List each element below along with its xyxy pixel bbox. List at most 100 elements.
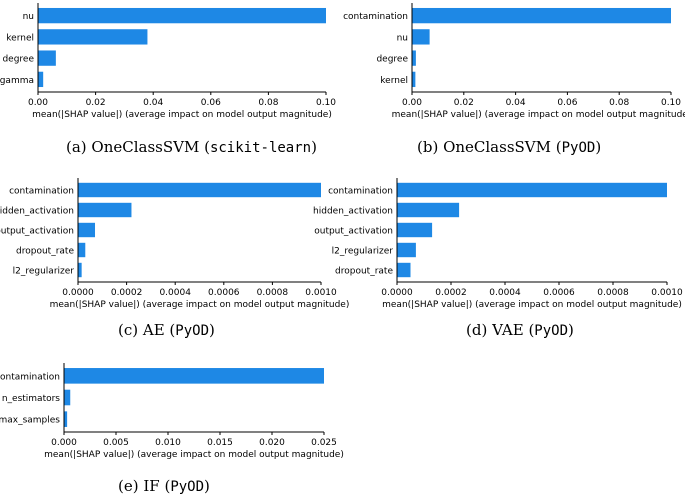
bar-kernel bbox=[38, 29, 148, 45]
x-tick-label: 0.0006 bbox=[543, 288, 575, 298]
x-tick-label: 0.06 bbox=[557, 98, 577, 108]
x-axis-label: mean(|SHAP value|) (average impact on mo… bbox=[392, 110, 685, 120]
x-tick-label: 0.0010 bbox=[305, 288, 337, 298]
x-axis-label: mean(|SHAP value|) (average impact on mo… bbox=[44, 450, 344, 460]
shap-bar-chart-e: contamination n_estimators max_samples 0.00… bbox=[0, 363, 344, 460]
bar-contamination bbox=[412, 7, 671, 24]
x-tick-label: 0.02 bbox=[454, 98, 474, 108]
x-tick-label: 0.0000 bbox=[381, 288, 413, 298]
category-label-nu: nu bbox=[397, 33, 408, 43]
x-tick-label: 0.0000 bbox=[62, 288, 94, 298]
category-label-kernel: kernel bbox=[6, 33, 34, 43]
chart-panel-b: contamination nu degree kernel 0.00 0.02 0.04 0… bbox=[340, 0, 685, 125]
bar-contamination bbox=[78, 182, 321, 198]
category-label-kernel: kernel bbox=[380, 76, 408, 86]
x-tick-label: 0.06 bbox=[201, 98, 221, 108]
x-tick-label: 0.10 bbox=[661, 98, 681, 108]
chart-panel-d: contamination hidden_activation output_act… bbox=[313, 175, 685, 310]
category-label-contamination: contamination bbox=[328, 187, 393, 197]
x-axis-label: mean(|SHAP value|) (average impact on mo… bbox=[50, 300, 350, 310]
x-axis-label: mean(|SHAP value|) (average impact on mo… bbox=[32, 110, 332, 120]
x-tick-label: 0.04 bbox=[506, 98, 526, 108]
bar-degree bbox=[38, 50, 56, 66]
caption-b: (b) OneClassSVM (PyOD) bbox=[417, 138, 601, 156]
caption-c: (c) AE (PyOD) bbox=[118, 321, 215, 339]
caption-d: (d) VAE (PyOD) bbox=[466, 321, 574, 339]
caption-c-close: ) bbox=[209, 321, 215, 339]
category-label-hidden_activation: hidden_activation bbox=[313, 207, 393, 217]
caption-e-text: (e) IF ( bbox=[118, 477, 171, 495]
bar-degree bbox=[412, 50, 416, 66]
caption-b-text: (b) OneClassSVM ( bbox=[417, 138, 562, 156]
caption-a: (a) OneClassSVM (scikit-learn) bbox=[66, 138, 317, 156]
bar-l2_regularizer bbox=[397, 242, 416, 258]
category-label-hidden_activation: hidden_activation bbox=[0, 207, 74, 217]
bar-kernel bbox=[412, 71, 416, 88]
bar-n_estimators bbox=[64, 389, 71, 406]
x-tick-label: 0.0010 bbox=[651, 288, 683, 298]
x-tick-label: 0.015 bbox=[207, 438, 233, 448]
category-label-contamination: contamination bbox=[343, 12, 408, 22]
shap-bar-chart-d: contamination hidden_activation output_act… bbox=[313, 178, 683, 310]
caption-a-close: ) bbox=[311, 138, 317, 156]
x-axis-label: mean(|SHAP value|) (average impact on mo… bbox=[382, 300, 682, 310]
x-tick-label: 0.020 bbox=[259, 438, 285, 448]
caption-b-library: PyOD bbox=[561, 140, 596, 156]
x-tick-label: 0.0002 bbox=[111, 288, 143, 298]
x-tick-label: 0.0004 bbox=[489, 288, 521, 298]
x-tick-label: 0.0006 bbox=[208, 288, 240, 298]
category-label-contamination: contamination bbox=[0, 372, 60, 382]
bar-nu bbox=[412, 29, 430, 45]
category-label-output_activation: output_activation bbox=[314, 227, 393, 237]
caption-b-close: ) bbox=[595, 138, 602, 156]
x-tick-label: 0.025 bbox=[311, 438, 337, 448]
category-label-l2_regularizer: l2_regularizer bbox=[332, 247, 394, 257]
bar-gamma bbox=[38, 71, 44, 88]
bar-nu bbox=[38, 7, 326, 24]
bar-dropout_rate bbox=[397, 262, 411, 278]
caption-d-text: (d) VAE ( bbox=[466, 321, 535, 339]
caption-e: (e) IF (PyOD) bbox=[118, 477, 210, 495]
category-label-output_activation: output_activation bbox=[0, 227, 74, 237]
caption-a-text: (a) OneClassSVM ( bbox=[66, 138, 210, 156]
bar-hidden_activation bbox=[78, 202, 132, 218]
x-tick-label: 0.010 bbox=[155, 438, 181, 448]
chart-panel-e: contamination n_estimators max_samples 0.00… bbox=[0, 355, 345, 465]
category-label-dropout_rate: dropout_rate bbox=[335, 267, 393, 277]
x-tick-label: 0.00 bbox=[28, 98, 48, 108]
x-tick-label: 0.0008 bbox=[597, 288, 629, 298]
x-tick-label: 0.00 bbox=[402, 98, 422, 108]
chart-panel-a: nu kernel degree gamma 0.00 0.02 0.04 0.06 0.08 0… bbox=[0, 0, 340, 125]
bar-l2_regularizer bbox=[78, 262, 82, 278]
category-label-n_estimators: n_estimators bbox=[2, 394, 60, 404]
x-tick-label: 0.0008 bbox=[257, 288, 289, 298]
x-tick-label: 0.0004 bbox=[159, 288, 191, 298]
x-tick-label: 0.08 bbox=[609, 98, 629, 108]
bar-output_activation bbox=[397, 222, 433, 238]
bar-dropout_rate bbox=[78, 242, 86, 258]
x-tick-label: 0.005 bbox=[103, 438, 129, 448]
category-label-degree: degree bbox=[376, 55, 408, 65]
bar-contamination bbox=[64, 368, 324, 384]
caption-d-library: PyOD bbox=[534, 323, 569, 339]
x-tick-label: 0.02 bbox=[86, 98, 106, 108]
x-tick-label: 0.08 bbox=[258, 98, 278, 108]
chart-panel-c: contamination hidden_activation output_act… bbox=[0, 175, 349, 310]
category-label-contamination: contamination bbox=[9, 187, 74, 197]
caption-e-close: ) bbox=[204, 477, 210, 495]
bar-max_samples bbox=[64, 411, 68, 427]
caption-c-library: PyOD bbox=[175, 323, 209, 339]
caption-d-close: ) bbox=[568, 321, 574, 339]
caption-e-library: PyOD bbox=[170, 479, 205, 495]
category-label-dropout_rate: dropout_rate bbox=[16, 247, 74, 257]
category-label-nu: nu bbox=[23, 12, 34, 22]
bar-hidden_activation bbox=[397, 202, 460, 218]
category-label-gamma: gamma bbox=[0, 76, 34, 86]
category-label-max_samples: max_samples bbox=[0, 416, 60, 426]
caption-a-library: scikit-learn bbox=[209, 140, 312, 156]
x-tick-label: 0.10 bbox=[316, 98, 336, 108]
category-label-l2_regularizer: l2_regularizer bbox=[13, 267, 75, 277]
shap-bar-chart-c: contamination hidden_activation output_act… bbox=[0, 178, 349, 310]
category-label-degree: degree bbox=[2, 55, 34, 65]
x-tick-label: 0.0002 bbox=[435, 288, 467, 298]
